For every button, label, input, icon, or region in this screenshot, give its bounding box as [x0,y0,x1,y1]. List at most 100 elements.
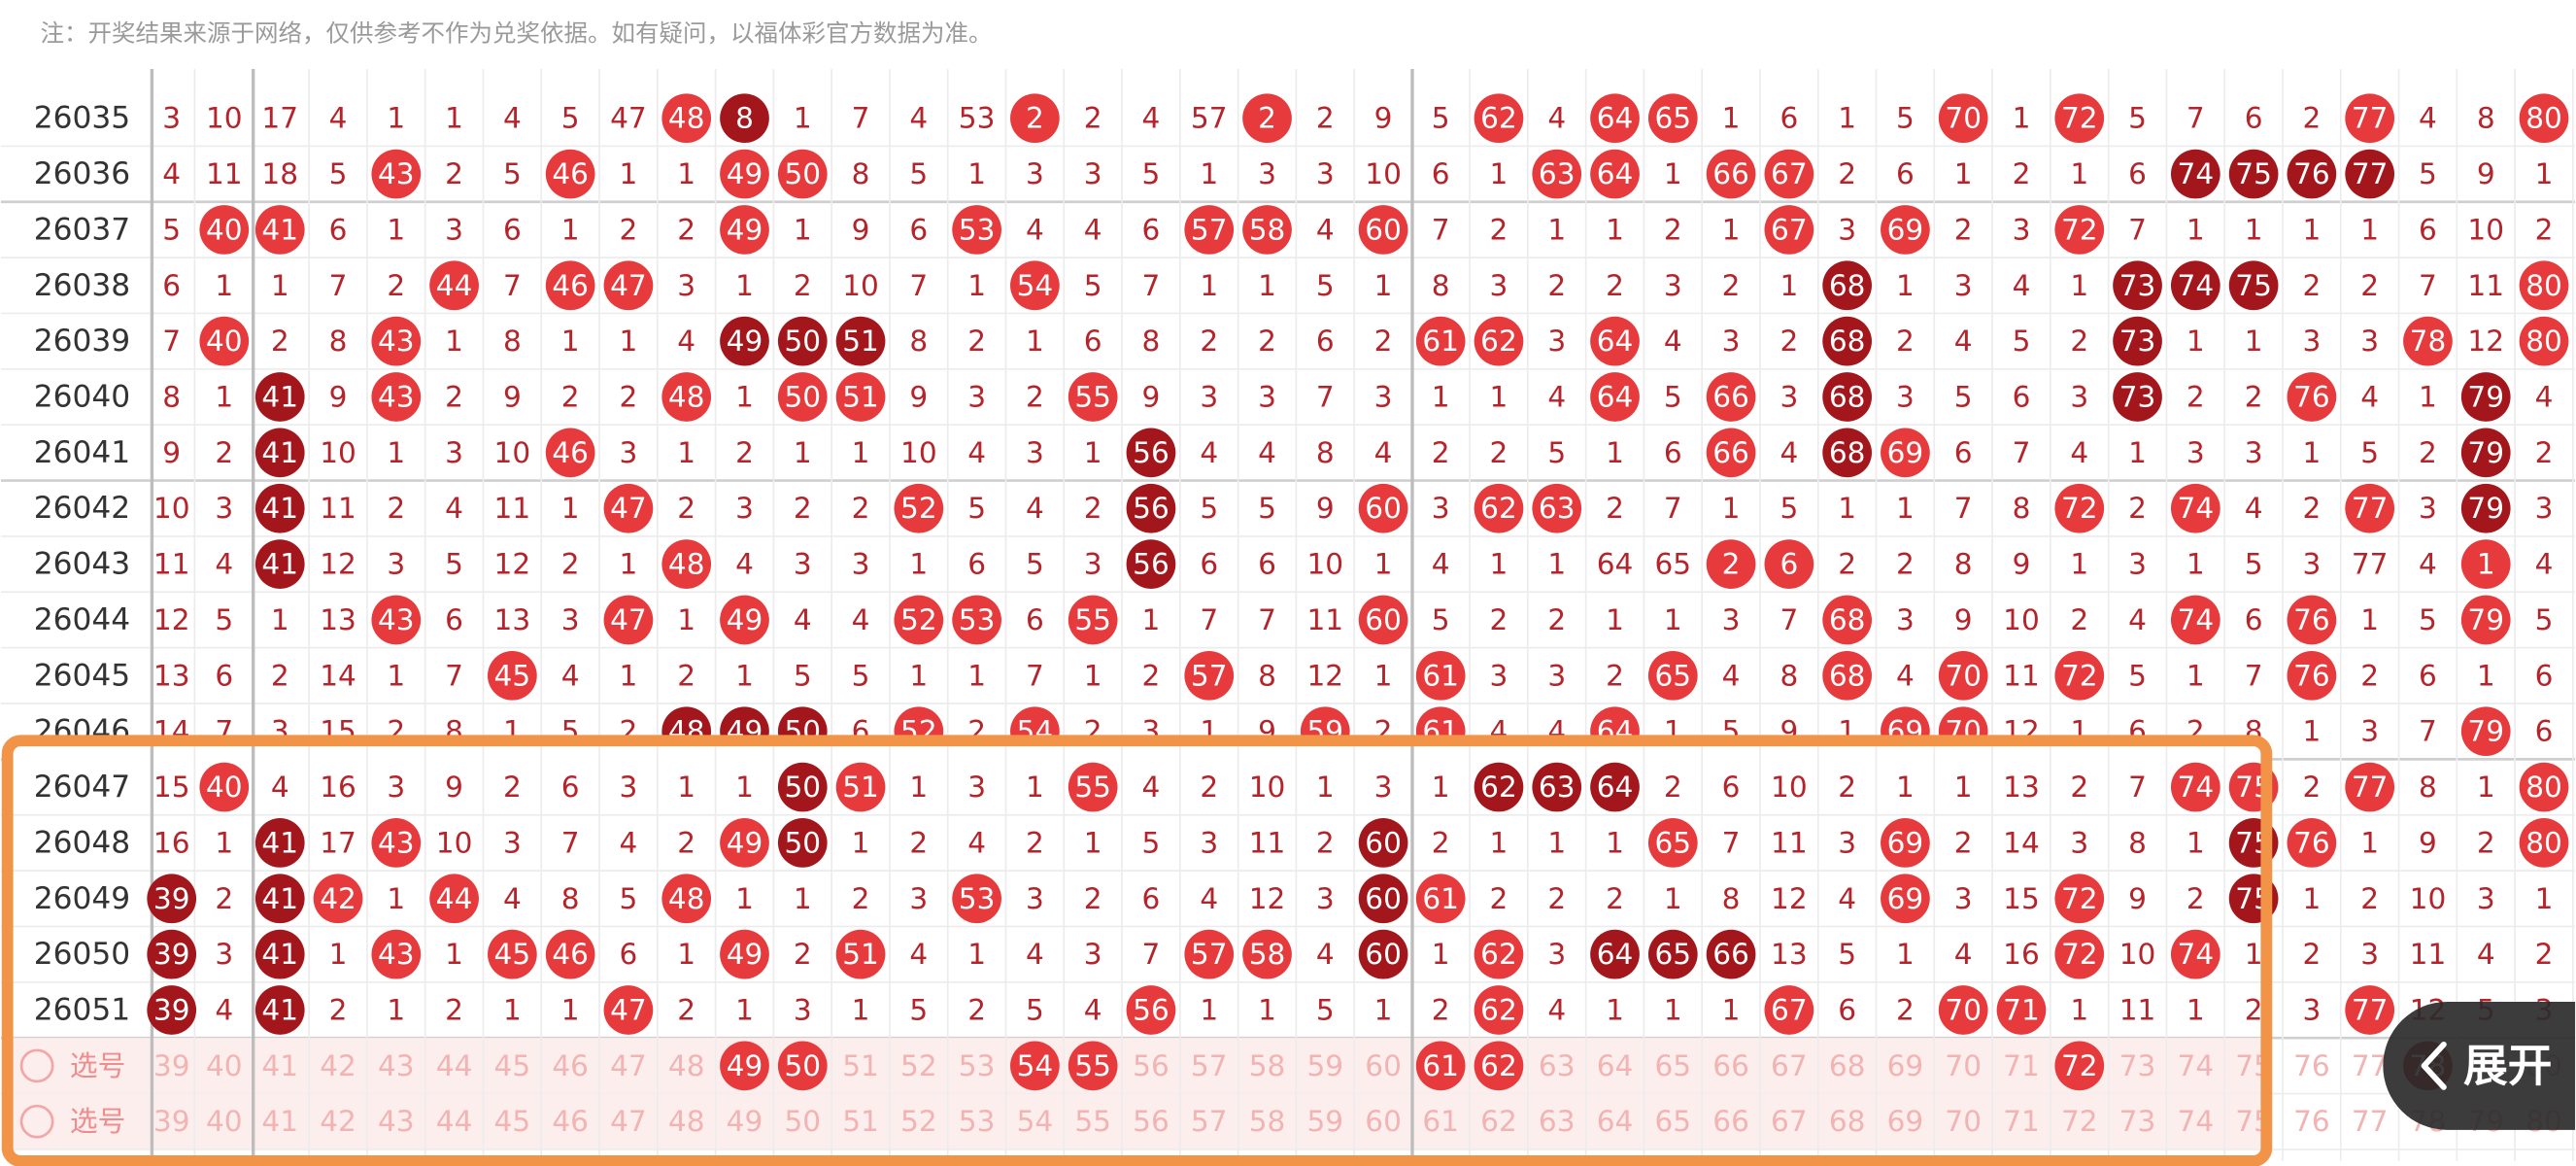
ball [2170,929,2220,979]
cell-number: 2 [445,994,463,1027]
cell-number: 7 [1142,269,1161,302]
ball-number: 53 [959,882,996,915]
ball [371,316,422,366]
cell-number: 1 [794,436,812,469]
cell-number: 48 [668,1049,705,1082]
cell-number: 2 [1084,102,1102,135]
ball-number: 72 [2061,492,2098,525]
ball [1647,929,1698,979]
cell-number: 11 [2410,938,2447,971]
cell-number: 1 [387,994,405,1027]
ball-number: 51 [842,325,879,358]
issue: 26048 [34,825,130,860]
cell-number: 1 [2186,548,2205,581]
ball-number: 52 [900,492,937,525]
ball-number: 43 [378,381,415,414]
cell-number: 2 [1954,826,1973,859]
ball [2170,260,2220,311]
ball-number: 80 [2525,102,2562,135]
cell-number: 2 [561,381,580,414]
ball-number: 41 [261,436,298,469]
cell-number: 5 [852,659,870,692]
cell-number: 7 [1026,659,1044,692]
ball-number: 61 [1422,325,1459,358]
cell-number: 9 [2419,826,2437,859]
ball [254,428,305,478]
ball-number: 49 [727,157,763,190]
cell-number: 2 [2070,603,2088,636]
cell-number: 3 [1954,882,1973,915]
cell-number: 4 [1838,882,1856,915]
cell-number: 7 [852,102,870,135]
cell-number: 3 [1374,381,1393,414]
cell-number: 2 [1547,603,1566,636]
cell-number: 2 [967,325,986,358]
ball [1822,650,1872,701]
ball [254,985,305,1035]
cell-number: 1 [735,381,754,414]
expand-label[interactable]: 展开 [2463,1040,2552,1091]
ball [1126,539,1176,589]
cell-number: 61 [1422,1105,1459,1138]
cell-number: 4 [271,771,289,804]
ball-number: 69 [1887,826,1924,859]
cell-number: 3 [162,102,181,135]
cell-number: 3 [620,436,638,469]
cell-number: 6 [445,603,463,636]
ball-number: 55 [1074,603,1111,636]
expand-icon[interactable] [2421,1041,2447,1090]
cell-number: 7 [1722,826,1741,859]
ball [1474,93,1524,144]
cell-number: 4 [1084,213,1102,246]
cell-number: 4 [1026,213,1044,246]
issue: 26045 [34,658,130,693]
cell-number: 1 [909,548,928,581]
cell-number: 3 [1838,213,1856,246]
cell-number: 5 [1258,492,1276,525]
highlight-frame [1,735,2273,1166]
cell-number: 3 [2245,436,2263,469]
cell-number: 4 [1374,436,1393,469]
ball-number: 42 [320,882,356,915]
ball-number: 74 [2178,492,2215,525]
ball-number: 6 [1779,548,1798,581]
issue: 26050 [34,937,130,972]
ball [2460,483,2511,533]
ball-number: 49 [727,603,763,636]
ball [2170,762,2220,812]
cell-number: 53 [959,1105,996,1138]
expand-button-bg[interactable] [2383,1001,2576,1130]
ball [2519,93,2569,144]
ball [2170,483,2220,533]
cell-number: 4 [677,325,695,358]
cell-number: 5 [561,102,580,135]
ball [661,372,712,422]
cell-number: 8 [1432,269,1450,302]
cell-number: 7 [2245,659,2263,692]
cell-number: 56 [1133,1105,1169,1138]
cell-number: 58 [1249,1049,1286,1082]
cell-number: 10 [320,436,356,469]
ball-number: 72 [2061,1049,2098,1082]
recent-rows: 26047 15 40 4 16 3 9 2 6 3 1 1 50 51 1 3 1 55 4 2 10 1 3 1 62 63 6… [0,740,2576,1161]
ball [2054,205,2105,255]
cell-number: 1 [794,882,812,915]
cell-number: 54 [1017,1105,1054,1138]
ball [1764,539,1814,589]
ball [2287,595,2337,645]
cell-number: 2 [271,659,289,692]
cell-number: 2 [2070,325,2088,358]
cell-number: 2 [2535,938,2554,971]
cell-number: 2 [445,381,463,414]
ball [545,929,595,979]
cell-number: 3 [1722,325,1741,358]
cell-number: 4 [2419,548,2437,581]
cell-number: 4 [1316,213,1335,246]
expand-button[interactable]: 展开 [2383,1001,2576,1130]
cell-number: 2 [1664,771,1682,804]
ball-number: 68 [1829,659,1866,692]
ball [2228,149,2279,199]
cell-number: 3 [2070,381,2088,414]
ball [2345,483,2395,533]
ball [254,372,305,422]
